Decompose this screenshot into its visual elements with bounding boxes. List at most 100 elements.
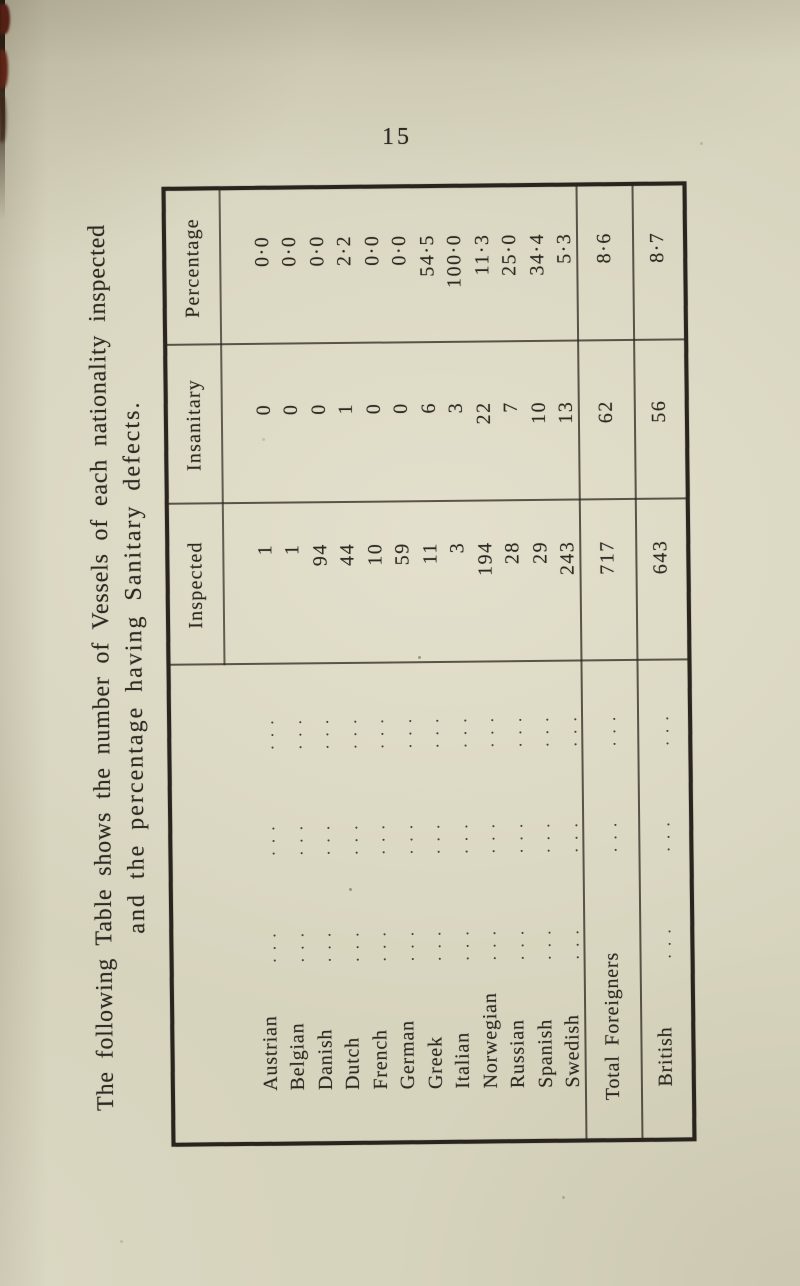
cell-percentage: 8·7	[645, 231, 668, 263]
dot-leader: ...	[561, 921, 583, 960]
dot-leader: ...	[450, 816, 472, 854]
binding-mark	[0, 96, 6, 142]
column-header-insanitary: Insanitary	[182, 378, 206, 472]
paper-speck	[418, 656, 421, 659]
dot-leader: ...	[504, 709, 526, 748]
cell-percentage: 54·5	[415, 233, 439, 277]
cell-inspected: 10	[363, 542, 387, 566]
row-name: Belgian	[286, 1022, 310, 1091]
table-title-line-2: and the percentage having Sanitary defec…	[118, 400, 151, 934]
dot-leader: ...	[395, 816, 417, 855]
cell-inspected: 243	[556, 540, 579, 576]
cell-percentage: 0·0	[250, 235, 274, 268]
dot-leader: ...	[284, 711, 306, 750]
cell-inspected: 1	[253, 543, 277, 556]
cell-inspected: 643	[648, 539, 672, 575]
dot-leader: ...	[533, 815, 554, 853]
dot-leader: ...	[598, 708, 620, 747]
cell-insanitary: 56	[647, 399, 670, 423]
cell-inspected: 3	[446, 541, 469, 554]
row-name: Greek	[424, 1036, 447, 1090]
cell-percentage: 5·3	[553, 232, 576, 264]
dot-leader: ...	[654, 921, 675, 959]
cell-percentage: 100·0	[443, 233, 466, 289]
row-name: German	[396, 1019, 420, 1090]
dot-leader: ...	[451, 923, 473, 961]
cell-percentage: 11·3	[470, 233, 494, 276]
dot-leader: ...	[368, 817, 389, 855]
dot-leader: ...	[313, 817, 334, 856]
dot-leader: ...	[449, 710, 471, 748]
paper-speck	[700, 142, 703, 145]
dot-leader: ...	[506, 922, 528, 961]
row-name: Swedish	[561, 1014, 585, 1088]
dot-leader: ...	[314, 924, 335, 963]
cell-percentage: 0·0	[388, 234, 411, 266]
cell-insanitary: 22	[472, 401, 495, 425]
cell-inspected: 29	[528, 540, 552, 565]
cell-inspected: 1	[281, 543, 304, 556]
cell-percentage: 0·0	[360, 234, 384, 266]
dot-leader: ...	[339, 711, 361, 750]
cell-insanitary: 0	[307, 403, 330, 415]
paper-speck	[349, 888, 352, 891]
dot-leader: ...	[286, 924, 308, 963]
row-name: Russian	[506, 1019, 530, 1089]
column-header-percentage: Percentage	[180, 218, 204, 319]
dot-leader: ...	[258, 818, 279, 856]
row-name: Italian	[451, 1031, 475, 1089]
cell-inspected: 44	[336, 542, 359, 567]
row-name: Total Foreigners	[600, 951, 624, 1101]
cell-percentage: 25·0	[498, 233, 521, 277]
dot-leader: ...	[341, 924, 363, 963]
row-name: British	[653, 1026, 677, 1087]
cell-percentage: 0·0	[305, 235, 329, 267]
paper-speck	[262, 438, 265, 441]
cell-insanitary: 13	[554, 400, 578, 424]
dot-leader: ...	[532, 709, 553, 748]
dot-leader: ...	[560, 814, 582, 853]
paper-speck	[120, 1240, 123, 1243]
dot-leader: ...	[478, 815, 499, 854]
row-name: Norwegian	[478, 992, 502, 1089]
dot-leader: ...	[424, 923, 445, 962]
cell-insanitary: 0	[390, 402, 413, 414]
cell-inspected: 59	[391, 542, 414, 566]
cell-insanitary: 6	[417, 401, 440, 414]
row-name: Austrian	[258, 1015, 282, 1091]
cell-inspected: 94	[308, 543, 332, 567]
dot-leader: ...	[394, 710, 416, 749]
table-row: British......... 643 56 8·7	[632, 185, 692, 1141]
cell-inspected: 717	[595, 540, 619, 575]
dot-leader: ...	[257, 712, 278, 750]
paper-speck	[562, 1196, 565, 1199]
dot-leader: ...	[367, 711, 388, 749]
cell-insanitary: 1	[335, 402, 358, 415]
column-header-inspected: Inspected	[184, 541, 208, 629]
dot-leader: ...	[340, 817, 362, 856]
cell-insanitary: 7	[500, 401, 523, 413]
cell-inspected: 28	[501, 541, 524, 565]
cell-inspected: 11	[418, 541, 442, 565]
cell-insanitary: 62	[594, 400, 617, 424]
dot-leader: ...	[285, 817, 307, 856]
page-number: 15	[382, 124, 412, 150]
cell-percentage: 2·2	[333, 234, 356, 267]
dot-leader: ...	[423, 816, 444, 855]
dot-leader: ...	[312, 711, 333, 750]
dot-leader: ...	[600, 814, 621, 853]
dot-leader: ...	[651, 708, 673, 746]
vessels-inspection-table: Inspected Insanitary Percentage Austrian…	[161, 181, 697, 1147]
row-name: French	[369, 1029, 392, 1090]
cell-inspected: 194	[473, 541, 497, 577]
dot-leader: ...	[505, 815, 527, 854]
cell-insanitary: 10	[527, 400, 550, 425]
dot-leader: ...	[422, 710, 443, 749]
cell-insanitary: 3	[445, 401, 468, 414]
dot-leader: ...	[559, 709, 581, 747]
binding-mark	[0, 4, 10, 34]
dot-leader: ...	[259, 925, 280, 963]
table-title-line-1: The following Table shows the number of …	[83, 223, 120, 1112]
dot-leader: ...	[477, 709, 498, 748]
